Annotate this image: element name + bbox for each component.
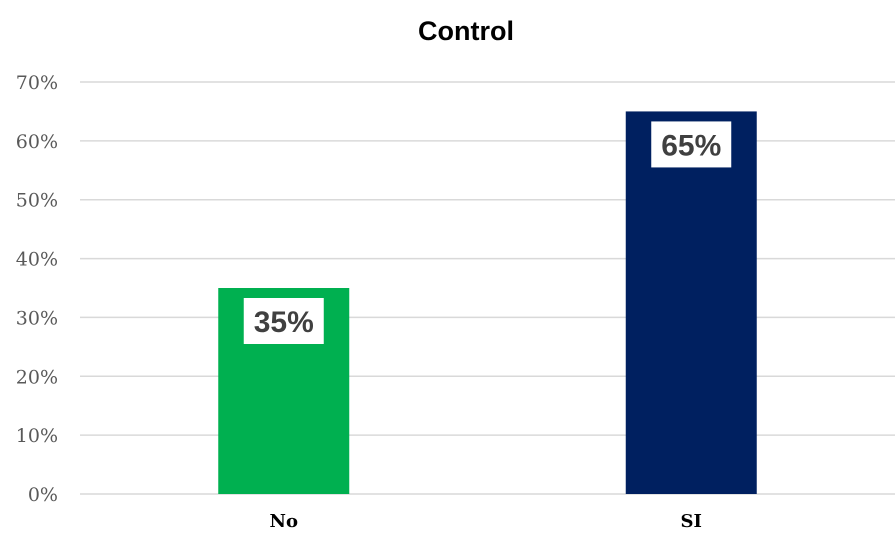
y-tick-label: 40% (16, 249, 58, 271)
data-label-box (243, 298, 324, 344)
y-tick-label: 20% (16, 366, 58, 388)
y-tick-label: 60% (16, 131, 58, 153)
y-axis-ticks: 0% 10% 20% 30% 40% 50% 60% 70% (16, 72, 58, 506)
chart-title: Control (418, 16, 514, 46)
data-label-box (651, 121, 732, 168)
y-tick-label: 70% (16, 72, 58, 94)
data-label: 35% (254, 306, 314, 339)
bars (218, 111, 757, 494)
x-axis-ticks: No SI (270, 511, 702, 532)
y-tick-label: 0% (28, 484, 58, 506)
data-label: 65% (661, 129, 721, 162)
gridlines (80, 81, 895, 495)
y-tick-label: 10% (16, 425, 58, 447)
bar-si (625, 111, 757, 494)
data-labels: 35% 65% (243, 121, 732, 344)
x-tick-label: SI (681, 511, 702, 532)
x-tick-label: No (270, 511, 298, 532)
y-tick-label: 30% (16, 307, 58, 329)
y-tick-label: 50% (16, 190, 58, 212)
